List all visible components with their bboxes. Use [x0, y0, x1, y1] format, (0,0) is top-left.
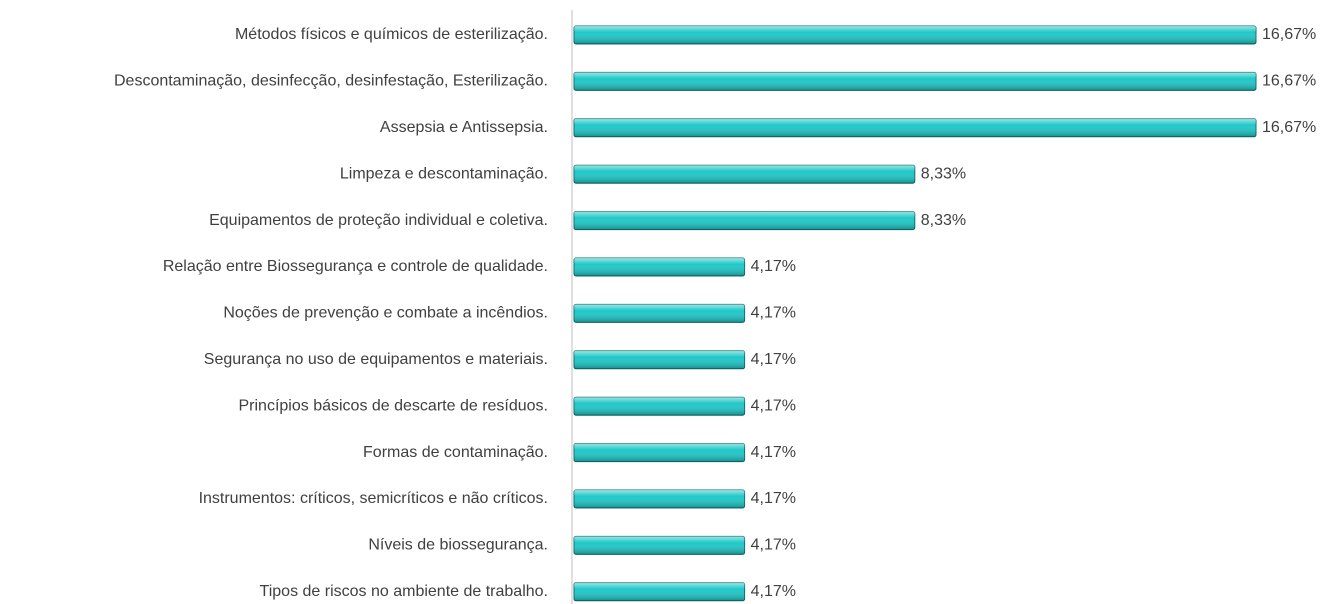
value-label: 8,33% [921, 212, 966, 229]
bar-shade [574, 443, 745, 462]
bar-shade [574, 350, 745, 369]
category-label: Limpeza e descontaminação. [340, 165, 548, 182]
bar-shade [574, 536, 745, 555]
category-label: Níveis de biossegurança. [368, 537, 548, 554]
category-label: Segurança no uso de equipamentos e mater… [204, 351, 548, 368]
value-label: 4,17% [751, 397, 796, 414]
bar-shade [574, 165, 915, 184]
value-label: 4,17% [751, 583, 796, 600]
bar-shade [574, 258, 745, 276]
category-label: Instrumentos: críticos, semicríticos e n… [199, 490, 548, 507]
category-label: Métodos físicos e químicos de esteriliza… [235, 26, 548, 43]
bar-shade [574, 72, 1256, 91]
category-label: Assepsia e Antissepsia. [380, 119, 548, 136]
category-label: Tipos de riscos no ambiente de trabalho. [260, 583, 548, 600]
category-label: Formas de contaminação. [363, 444, 548, 461]
bar-shade [574, 211, 915, 230]
value-label: 4,17% [751, 351, 796, 368]
value-label: 4,17% [751, 490, 796, 507]
category-label: Descontaminação, desinfecção, desinfesta… [114, 73, 548, 90]
category-label: Equipamentos de proteção individual e co… [209, 212, 548, 229]
value-label: 4,17% [751, 444, 796, 461]
category-label: Princípios básicos de descarte de resídu… [239, 397, 549, 414]
bar-shade [574, 118, 1256, 137]
bar-shade [574, 490, 745, 508]
value-label: 8,33% [921, 165, 966, 182]
value-label: 16,67% [1262, 26, 1316, 43]
category-label: Relação entre Biossegurança e controle d… [163, 258, 548, 275]
category-label: Noções de prevenção e combate a incêndio… [223, 305, 548, 322]
value-label: 4,17% [751, 537, 796, 554]
bar-shade [574, 26, 1256, 44]
value-label: 4,17% [751, 258, 796, 275]
value-label: 16,67% [1262, 73, 1316, 90]
value-label: 16,67% [1262, 119, 1316, 136]
bar-shade [574, 582, 745, 601]
value-label: 4,17% [751, 305, 796, 322]
bar-shade [574, 397, 745, 416]
bar-shade [574, 304, 745, 323]
